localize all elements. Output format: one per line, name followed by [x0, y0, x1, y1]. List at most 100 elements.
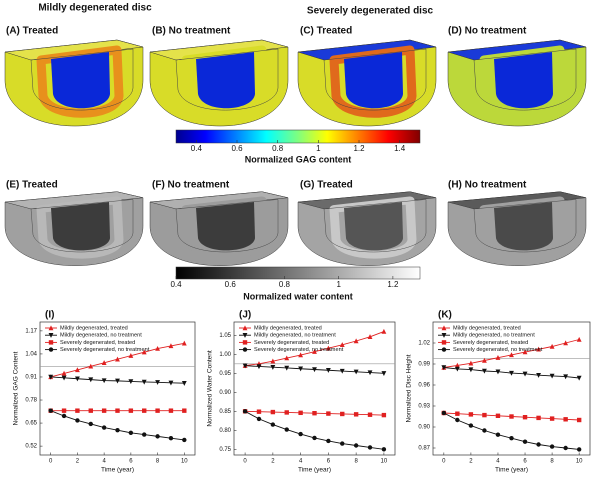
colorbar-tick-label: 0.8: [279, 280, 291, 289]
marker: [509, 352, 514, 358]
marker: [441, 365, 447, 371]
marker: [284, 355, 290, 361]
marker: [353, 338, 359, 344]
colorbar: [175, 129, 421, 144]
plot-frame: [233, 321, 396, 456]
marker: [128, 430, 134, 436]
marker: [75, 418, 80, 423]
marker: [536, 373, 541, 378]
marker: [563, 374, 569, 380]
marker: [155, 345, 161, 351]
marker: [298, 431, 303, 437]
marker: [141, 349, 147, 355]
marker: [549, 373, 555, 379]
legend-marker: [242, 340, 248, 345]
x-axis-label: Time (year): [495, 467, 528, 474]
marker: [182, 408, 187, 413]
colorbar-tick-label: 0.6: [225, 280, 237, 289]
marker: [468, 412, 474, 417]
y-tick-label: 0.80: [219, 428, 231, 434]
group-title: Severely degenerated disc: [307, 6, 434, 17]
marker: [509, 370, 514, 376]
marker: [242, 409, 248, 414]
legend-label: Severely degenerated, no treatment: [60, 347, 150, 353]
marker: [522, 439, 528, 444]
series-line: [244, 410, 384, 450]
legend-marker: [441, 333, 447, 338]
legend-marker: [441, 347, 447, 352]
y-tick-label: 1.04: [25, 351, 37, 357]
marker: [563, 417, 568, 422]
colorbar-tick-label: 0.8: [272, 144, 284, 153]
disc-render: [5, 192, 143, 266]
panel-label: (J): [239, 310, 251, 321]
marker: [549, 416, 555, 421]
x-tick-label: 6: [327, 459, 331, 465]
marker: [468, 360, 474, 366]
marker: [284, 410, 289, 415]
marker: [468, 423, 474, 428]
disc-render: [298, 40, 436, 126]
marker: [168, 408, 174, 413]
plot-frame: [39, 321, 196, 456]
legend-label: Mildly degenerated, treated: [254, 325, 322, 331]
marker: [155, 408, 160, 413]
marker: [455, 411, 460, 416]
x-tick-label: 0: [49, 459, 53, 465]
legend-label: Mildly degenerated, treated: [453, 325, 521, 331]
marker: [495, 413, 501, 418]
x-axis-label: Time (year): [101, 467, 134, 474]
x-tick-label: 8: [354, 459, 358, 465]
colorbar-tick-label: 0.6: [231, 144, 243, 153]
marker: [522, 349, 528, 355]
marker: [270, 358, 276, 364]
marker: [168, 380, 174, 386]
legend-label: Severely degenerated, no treatment: [254, 347, 344, 353]
panel-label: (B) No treatment: [152, 26, 231, 37]
x-tick-label: 6: [523, 459, 527, 465]
x-tick-label: 0: [442, 459, 446, 465]
marker: [482, 428, 487, 433]
marker: [367, 370, 373, 376]
marker: [312, 435, 317, 441]
marker: [142, 408, 147, 413]
y-tick-label: 0.99: [418, 362, 430, 368]
marker: [339, 368, 345, 374]
colorbar-tick-label: 0.4: [191, 144, 203, 153]
legend-label: Severely degenerated, treated: [60, 340, 135, 346]
marker: [367, 445, 373, 450]
marker: [468, 367, 474, 373]
marker: [522, 371, 528, 377]
marker: [549, 343, 555, 349]
x-tick-label: 2: [469, 459, 473, 465]
panel-label: (D) No treatment: [448, 26, 527, 37]
marker: [325, 368, 331, 373]
marker: [101, 360, 107, 365]
marker: [312, 349, 317, 354]
marker: [509, 414, 514, 419]
marker: [270, 365, 276, 370]
x-tick-label: 4: [102, 459, 106, 465]
y-tick-label: 1.05: [219, 333, 231, 339]
marker: [270, 409, 276, 415]
marker: [576, 375, 582, 381]
marker: [482, 368, 487, 374]
marker: [61, 370, 67, 376]
series-line: [50, 410, 185, 441]
legend-label: Mildly degenerated, no treatment: [60, 333, 142, 339]
y-tick-label: 0.85: [219, 409, 231, 415]
y-tick-label: 0.90: [219, 390, 231, 396]
marker: [482, 357, 487, 363]
marker: [141, 379, 147, 385]
marker: [563, 340, 569, 346]
y-tick-label: 0.90: [418, 425, 430, 431]
marker: [367, 412, 373, 417]
marker: [522, 415, 528, 420]
x-tick-label: 6: [129, 459, 133, 465]
marker: [115, 408, 120, 413]
marker: [381, 412, 387, 418]
marker: [509, 436, 514, 441]
legend-label: Severely degenerated, treated: [254, 340, 329, 346]
marker: [454, 362, 460, 368]
marker: [61, 375, 67, 381]
